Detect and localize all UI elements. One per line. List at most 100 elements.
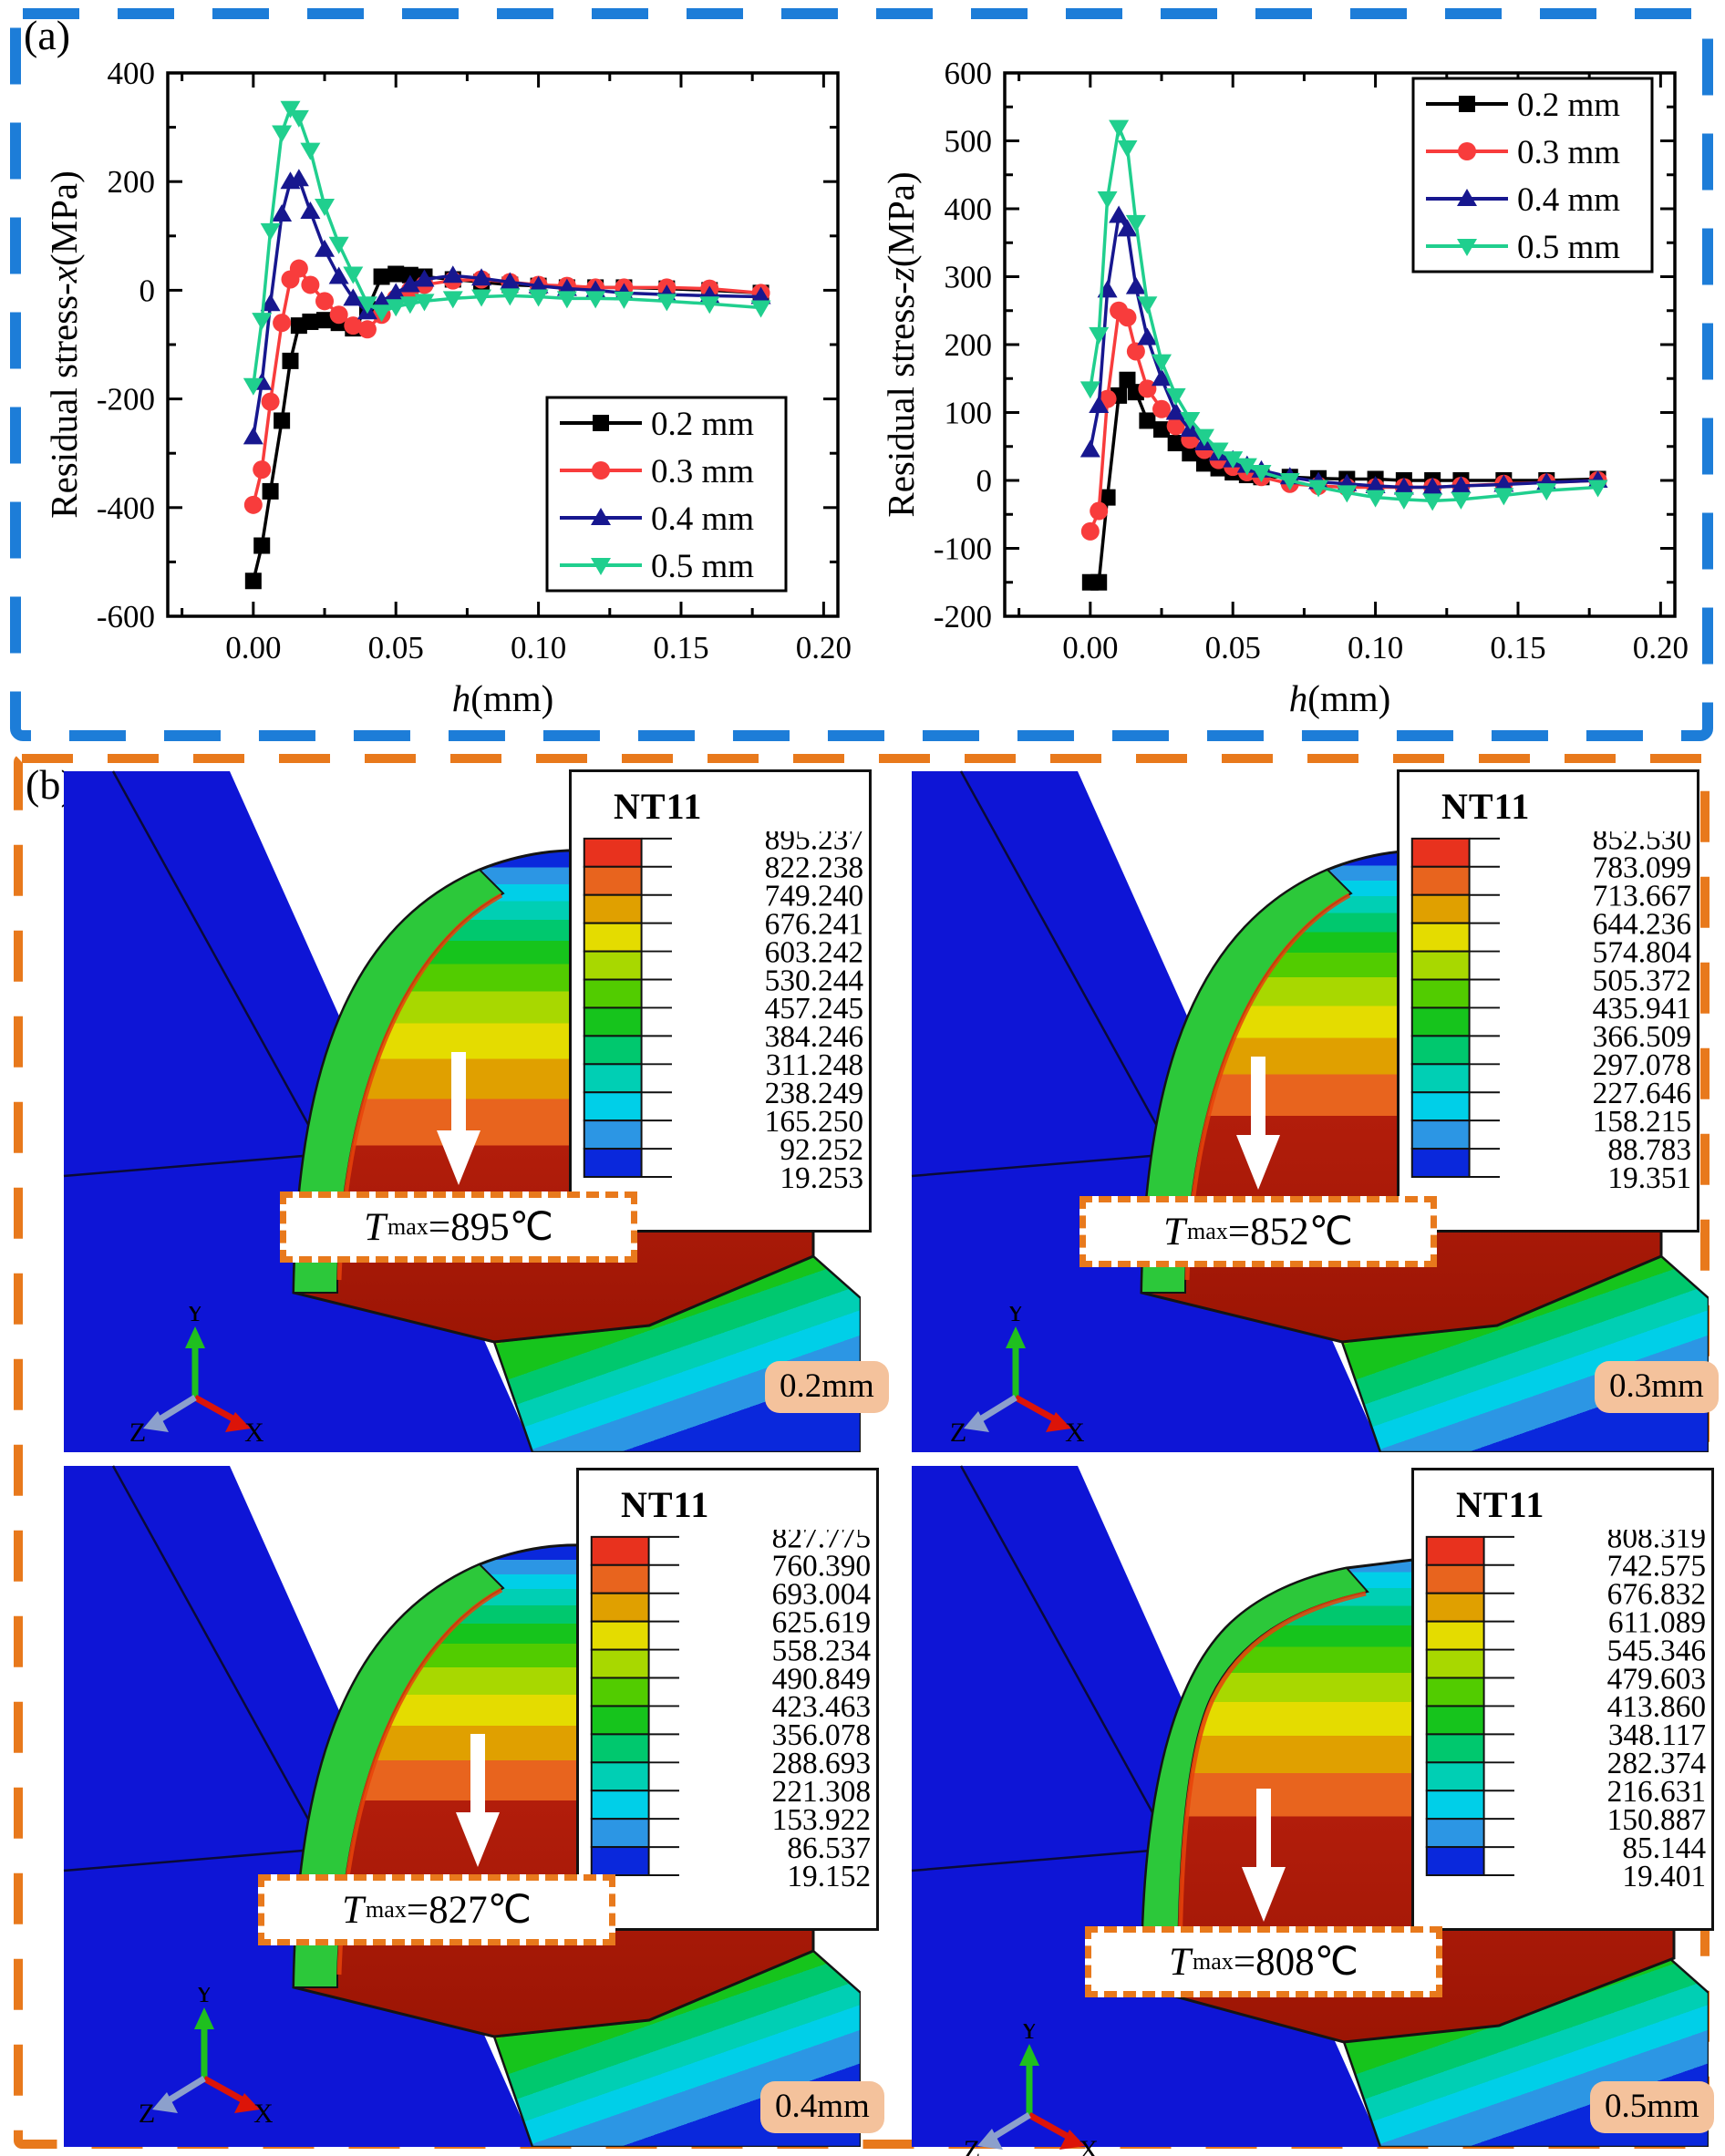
down-arrow-icon	[1242, 1789, 1286, 1922]
svg-text:216.631: 216.631	[1607, 1775, 1706, 1809]
svg-text:625.619: 625.619	[772, 1605, 871, 1639]
svg-text:X: X	[253, 2099, 273, 2124]
svg-text:Residual stress-x(MPa): Residual stress-x(MPa)	[43, 170, 85, 518]
svg-text:Residual stress-z(MPa): Residual stress-z(MPa)	[880, 171, 922, 517]
contour-plot-0-4mm: NT11 827.775 760.390 693.004 625.619 558.234…	[22, 1459, 884, 2147]
svg-text:822.238: 822.238	[765, 851, 863, 885]
svg-text:356.078: 356.078	[772, 1718, 871, 1752]
tmax-variable: T	[1163, 1210, 1186, 1253]
svg-text:Y: Y	[1019, 2024, 1039, 2045]
svg-text:19.401: 19.401	[1622, 1860, 1706, 1893]
svg-text:366.509: 366.509	[1593, 1020, 1691, 1054]
svg-text:0.4 mm: 0.4 mm	[1517, 181, 1620, 219]
contour-color-scale: 895.237822.238749.240676.241603.242530.2…	[583, 831, 864, 1195]
svg-text:558.234: 558.234	[772, 1634, 872, 1667]
svg-text:644.236: 644.236	[1593, 907, 1691, 941]
svg-text:-100: -100	[934, 531, 992, 567]
svg-text:348.117: 348.117	[1608, 1718, 1706, 1752]
svg-text:100: 100	[945, 396, 993, 431]
svg-text:0.05: 0.05	[1205, 630, 1261, 665]
svg-text:603.242: 603.242	[765, 935, 863, 969]
svg-text:0.00: 0.00	[225, 630, 281, 665]
tmax-variable: T	[1169, 1940, 1192, 1984]
svg-text:0: 0	[976, 463, 993, 499]
tmax-value: =895℃	[428, 1206, 553, 1249]
svg-text:0: 0	[139, 273, 156, 308]
svg-text:h(mm): h(mm)	[452, 677, 554, 719]
svg-text:435.941: 435.941	[1593, 992, 1691, 1026]
svg-text:0.2 mm: 0.2 mm	[1517, 87, 1620, 124]
panel-b-temperature-contours: (b) NT11 895.237 822.238 749.240 676.241 603…	[13, 753, 1719, 2156]
tmax-variable: T	[364, 1205, 387, 1249]
svg-text:852.530: 852.530	[1593, 831, 1691, 857]
svg-text:423.463: 423.463	[772, 1690, 871, 1724]
svg-text:574.804: 574.804	[1593, 935, 1692, 969]
svg-text:-400: -400	[97, 490, 155, 526]
chart-residual-stress-x: 0.00 0.05 0.10 0.15 0.20 -600 -400 -200 0 200 400 R…	[40, 26, 865, 732]
svg-text:0.15: 0.15	[653, 630, 708, 665]
down-arrow-icon	[456, 1734, 500, 1867]
svg-text:0.2 mm: 0.2 mm	[651, 406, 754, 443]
svg-text:X: X	[1079, 2135, 1098, 2156]
tmax-value: =808℃	[1233, 1941, 1358, 1984]
axis-triad-icon: Y X Z	[964, 2024, 1098, 2156]
layer-thickness-badge: 0.5mm	[1590, 2081, 1714, 2133]
svg-text:384.246: 384.246	[765, 1020, 863, 1054]
svg-text:400: 400	[108, 56, 156, 91]
contour-legend-title: NT11	[1441, 786, 1531, 827]
svg-text:311.248: 311.248	[766, 1048, 863, 1082]
svg-text:Z: Z	[129, 1418, 146, 1443]
svg-text:19.351: 19.351	[1607, 1161, 1691, 1195]
svg-text:413.860: 413.860	[1607, 1690, 1706, 1724]
svg-text:92.252: 92.252	[780, 1133, 863, 1167]
svg-text:530.244: 530.244	[765, 964, 864, 997]
svg-text:600: 600	[945, 56, 993, 91]
contour-legend-title: NT11	[614, 786, 703, 827]
svg-text:Y: Y	[194, 1987, 214, 2008]
svg-text:-600: -600	[97, 599, 155, 634]
contour-legend: NT11 895.237 822.238 749.240 676.241 603.242…	[569, 769, 872, 1233]
contour-legend-title: NT11	[621, 1484, 710, 1525]
svg-text:238.249: 238.249	[765, 1077, 863, 1110]
svg-text:200: 200	[945, 327, 993, 363]
svg-text:158.215: 158.215	[1593, 1105, 1691, 1139]
svg-text:808.319: 808.319	[1607, 1530, 1706, 1555]
svg-text:0.4 mm: 0.4 mm	[651, 500, 754, 538]
svg-text:400: 400	[945, 191, 993, 227]
svg-text:221.308: 221.308	[772, 1775, 871, 1809]
svg-text:490.849: 490.849	[772, 1662, 871, 1696]
svg-text:X: X	[1065, 1418, 1084, 1443]
svg-text:Z: Z	[139, 2099, 155, 2124]
svg-text:676.832: 676.832	[1607, 1577, 1706, 1611]
svg-text:227.646: 227.646	[1593, 1077, 1691, 1110]
contour-color-scale: 827.775760.390693.004625.619558.234490.8…	[590, 1530, 872, 1893]
svg-text:150.887: 150.887	[1607, 1803, 1706, 1837]
panel-a-label: (a)	[24, 12, 71, 58]
panel-a-residual-stress: (a) 0.00 0.05 0.10 0.15 0.20 -600 -400 -200 0 200…	[9, 7, 1714, 742]
svg-text:0.20: 0.20	[1633, 630, 1689, 665]
contour-color-scale: 808.319742.575676.832611.089545.346479.6…	[1425, 1530, 1707, 1893]
contour-legend: NT11 808.319 742.575 676.832 611.089 545.346…	[1411, 1468, 1714, 1931]
svg-text:895.237: 895.237	[765, 831, 863, 857]
contour-plot-0-3mm: NT11 852.530 783.099 713.667 644.236 574.804…	[870, 764, 1719, 1452]
svg-text:0.05: 0.05	[368, 630, 424, 665]
svg-text:19.253: 19.253	[780, 1161, 863, 1195]
svg-text:742.575: 742.575	[1607, 1550, 1706, 1583]
svg-text:783.099: 783.099	[1593, 851, 1691, 885]
contour-color-scale: 852.530783.099713.667644.236574.804505.3…	[1410, 831, 1692, 1195]
svg-text:165.250: 165.250	[765, 1105, 863, 1139]
svg-text:282.374: 282.374	[1607, 1747, 1707, 1780]
svg-text:611.089: 611.089	[1608, 1605, 1706, 1639]
svg-text:760.390: 760.390	[772, 1550, 871, 1583]
svg-text:297.078: 297.078	[1593, 1048, 1691, 1082]
svg-text:0.20: 0.20	[796, 630, 852, 665]
svg-text:545.346: 545.346	[1607, 1634, 1706, 1667]
svg-text:288.693: 288.693	[772, 1747, 871, 1780]
layer-thickness-badge: 0.3mm	[1595, 1361, 1719, 1413]
contour-legend-title: NT11	[1456, 1484, 1545, 1525]
svg-text:300: 300	[945, 260, 993, 295]
svg-text:693.004: 693.004	[772, 1577, 872, 1611]
svg-text:0.5 mm: 0.5 mm	[651, 548, 754, 585]
